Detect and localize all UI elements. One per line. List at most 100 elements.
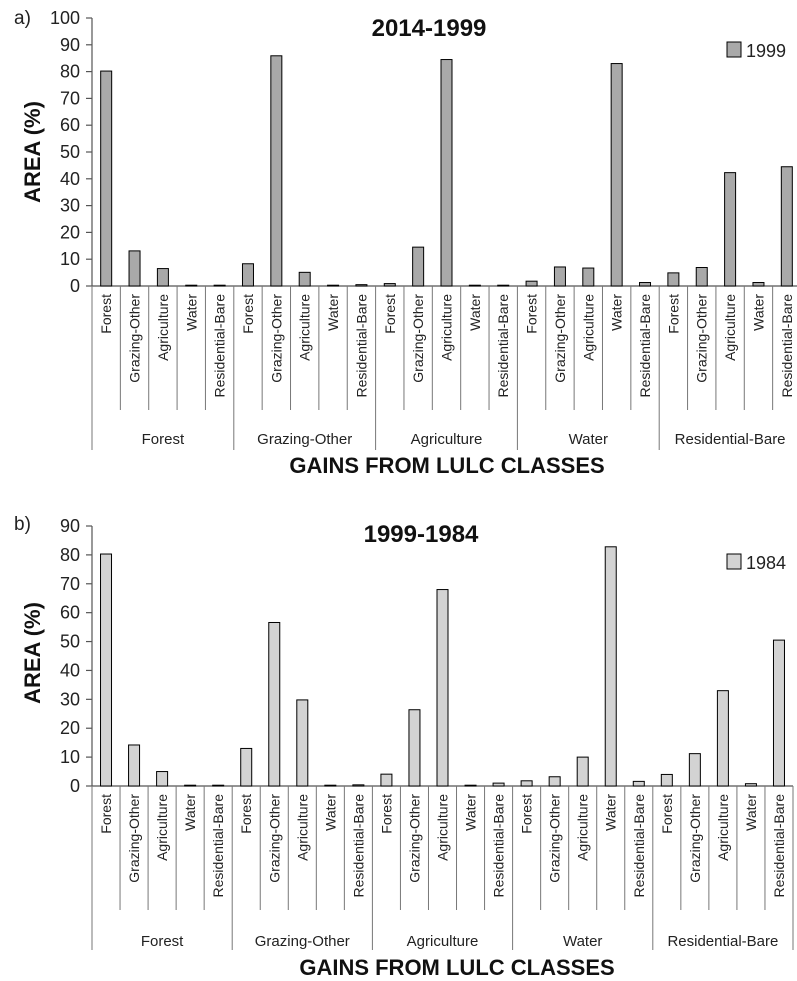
category-tick-label: Water bbox=[603, 794, 619, 831]
y-tick-label: 60 bbox=[60, 115, 80, 135]
panel-b-legend: 1984 bbox=[726, 553, 786, 573]
y-tick-label: 40 bbox=[60, 660, 80, 680]
y-tick-label: 50 bbox=[60, 142, 80, 162]
category-tick-label: Water bbox=[463, 794, 479, 831]
bar bbox=[128, 744, 141, 787]
bar bbox=[667, 272, 680, 287]
bar bbox=[724, 172, 737, 287]
panel-b-chart: b) 1999-1984 AREA (%) GAINS FROM LULC CL… bbox=[14, 514, 794, 980]
y-tick-label: 10 bbox=[60, 747, 80, 767]
bar bbox=[553, 266, 566, 287]
y-tick-label: 90 bbox=[60, 516, 80, 536]
category-tick-label: Agriculture bbox=[722, 294, 738, 361]
y-tick-label: 30 bbox=[60, 196, 80, 216]
bar bbox=[604, 546, 617, 787]
bar bbox=[100, 553, 113, 787]
y-tick-label: 0 bbox=[70, 776, 80, 796]
category-tick-label: Grazing-Other bbox=[547, 794, 563, 883]
category-tick-label: Residential-Bare bbox=[771, 794, 787, 898]
category-tick-label: Agriculture bbox=[435, 794, 451, 861]
category-tick-label: Agriculture bbox=[439, 294, 455, 361]
y-tick-label: 20 bbox=[60, 222, 80, 242]
category-tick-label: Residential-Bare bbox=[631, 794, 647, 898]
panel-a-label: a) bbox=[14, 8, 31, 29]
category-tick-label: Residential-Bare bbox=[637, 294, 653, 398]
panel-b-legend-label: 1984 bbox=[746, 553, 786, 573]
category-tick-label: Residential-Bare bbox=[353, 294, 369, 398]
bar bbox=[184, 784, 197, 787]
bar bbox=[610, 63, 623, 287]
category-tick-label: Agriculture bbox=[580, 294, 596, 361]
group-label: Water bbox=[569, 431, 608, 448]
bar bbox=[660, 773, 673, 787]
bar bbox=[241, 263, 254, 287]
panel-a-legend: 1999 bbox=[726, 41, 786, 61]
category-tick-label: Agriculture bbox=[154, 794, 170, 861]
group-label: Agriculture bbox=[407, 933, 479, 950]
bar bbox=[383, 283, 396, 287]
bar bbox=[780, 166, 793, 287]
category-tick-label: Water bbox=[609, 294, 625, 331]
bar bbox=[327, 284, 340, 287]
group-label: Agriculture bbox=[411, 431, 483, 448]
bar bbox=[156, 771, 169, 787]
bar bbox=[752, 282, 765, 287]
y-tick-label: 60 bbox=[60, 603, 80, 623]
category-tick-label: Agriculture bbox=[155, 294, 171, 361]
panel-a-y-axis-title: AREA (%) bbox=[20, 101, 45, 203]
bar bbox=[352, 784, 365, 787]
category-tick-label: Water bbox=[182, 794, 198, 831]
y-tick-label: 70 bbox=[60, 574, 80, 594]
y-tick-label: 90 bbox=[60, 35, 80, 55]
bar bbox=[436, 589, 449, 787]
category-tick-label: Grazing-Other bbox=[410, 294, 426, 383]
category-tick-label: Forest bbox=[382, 294, 398, 334]
category-tick-label: Water bbox=[750, 294, 766, 331]
category-tick-label: Agriculture bbox=[715, 794, 731, 861]
category-tick-label: Grazing-Other bbox=[406, 794, 422, 883]
category-tick-label: Grazing-Other bbox=[268, 294, 284, 383]
category-tick-label: Forest bbox=[98, 794, 114, 834]
panel-b-y-axis-title: AREA (%) bbox=[20, 602, 45, 704]
category-tick-label: Agriculture bbox=[575, 794, 591, 861]
bar bbox=[412, 246, 425, 287]
group-label: Grazing-Other bbox=[255, 933, 350, 950]
bar bbox=[408, 709, 421, 787]
bar bbox=[296, 699, 309, 787]
category-tick-label: Forest bbox=[98, 294, 114, 334]
category-tick-label: Water bbox=[743, 794, 759, 831]
group-label: Forest bbox=[141, 933, 184, 950]
bar bbox=[355, 284, 368, 287]
panel-a-legend-label: 1999 bbox=[746, 41, 786, 61]
category-tick-label: Grazing-Other bbox=[687, 794, 703, 883]
y-tick-label: 80 bbox=[60, 545, 80, 565]
bar bbox=[100, 70, 113, 287]
bar bbox=[525, 280, 538, 287]
category-tick-label: Forest bbox=[524, 294, 540, 334]
y-tick-label: 40 bbox=[60, 169, 80, 189]
y-tick-label: 0 bbox=[70, 276, 80, 296]
group-label: Forest bbox=[142, 431, 185, 448]
category-tick-label: Grazing-Other bbox=[266, 794, 282, 883]
category-tick-label: Water bbox=[183, 294, 199, 331]
bar bbox=[213, 284, 226, 287]
bar bbox=[716, 690, 729, 787]
bar bbox=[270, 55, 283, 287]
bar bbox=[492, 782, 505, 787]
bar bbox=[268, 621, 281, 787]
category-tick-label: Water bbox=[322, 794, 338, 831]
bar bbox=[688, 753, 701, 787]
bar bbox=[582, 267, 595, 287]
category-tick-label: Forest bbox=[659, 794, 675, 834]
bar bbox=[185, 284, 198, 287]
category-tick-label: Residential-Bare bbox=[495, 294, 511, 398]
category-tick-label: Water bbox=[467, 294, 483, 331]
bar bbox=[772, 639, 785, 787]
bar bbox=[156, 268, 169, 287]
panel-a-chart: a) 2014-1999 AREA (%) GAINS FROM LULC CL… bbox=[14, 8, 797, 478]
bar bbox=[576, 756, 589, 787]
panel-b-x-axis-title: GAINS FROM LULC CLASSES bbox=[299, 955, 614, 980]
category-tick-label: Agriculture bbox=[294, 794, 310, 861]
bar bbox=[639, 282, 652, 287]
